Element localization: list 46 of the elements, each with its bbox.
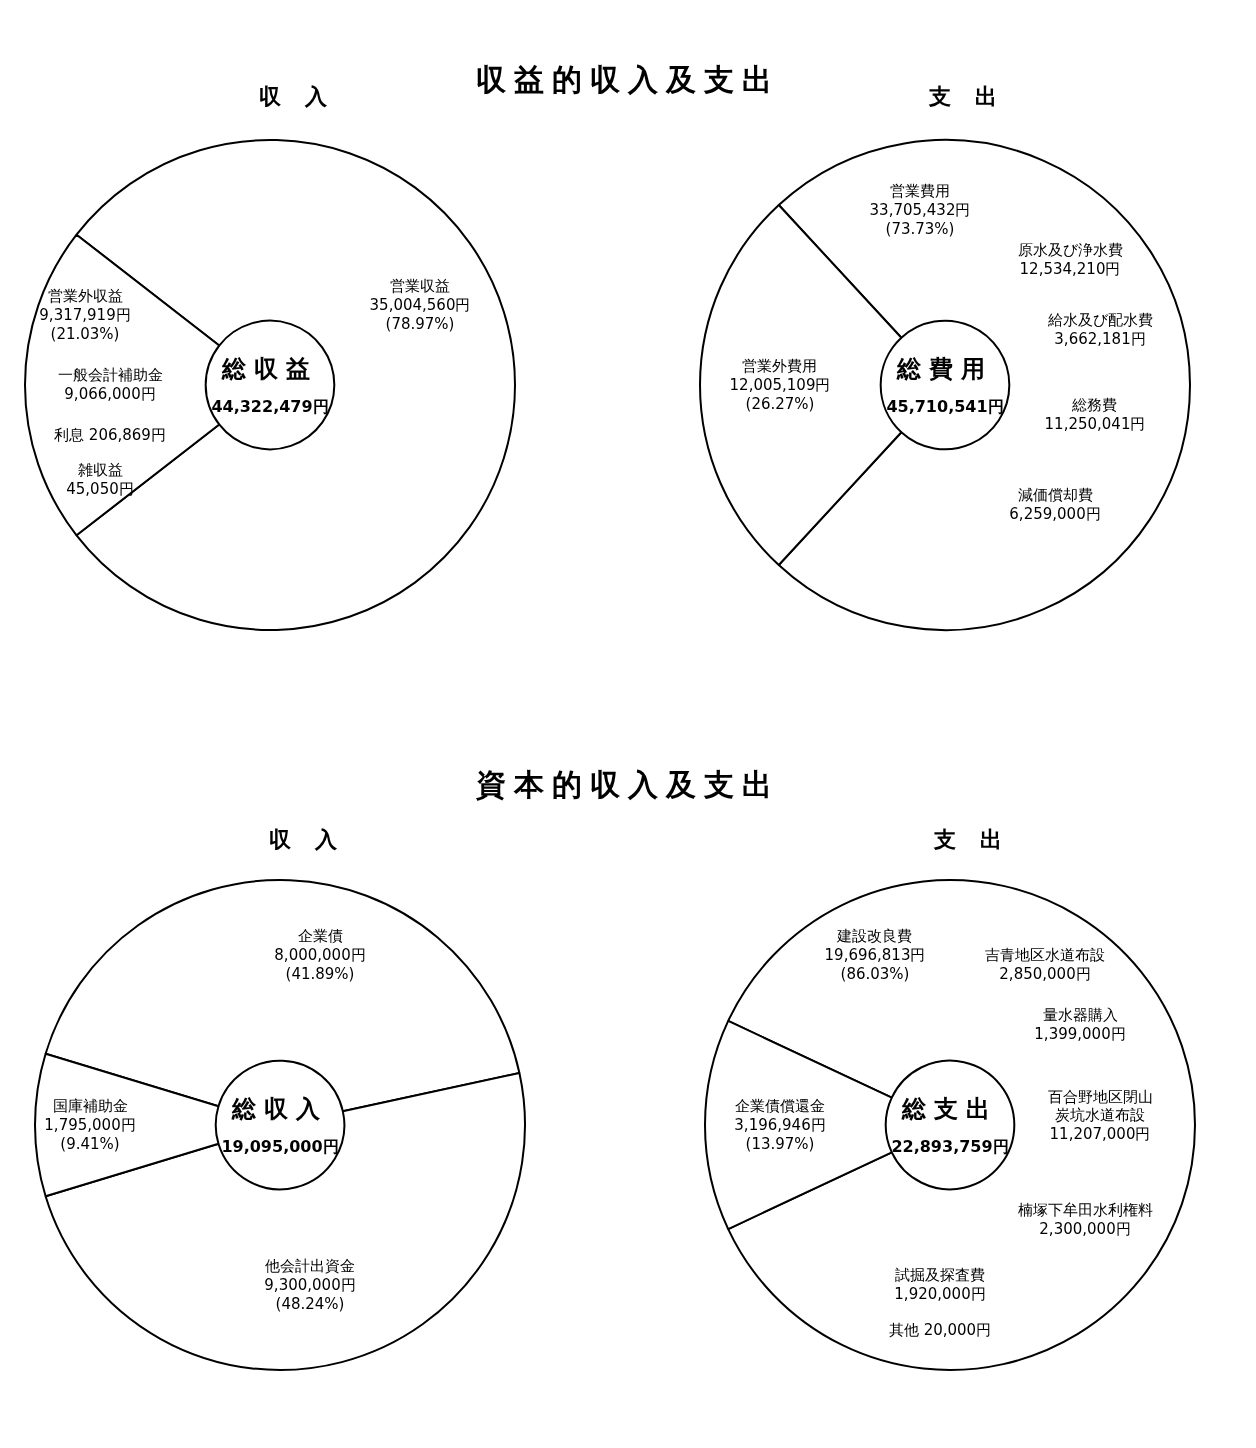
text: 総支出 [902,1094,998,1124]
data-label: 1,795,000円 (9.41%) [44,1115,136,1154]
slice-label: 国庫補助金 [51,1096,129,1116]
text: 百合野地区閉山 [1047,1087,1153,1107]
text: 楠塚下牟田水利権料 2,300,000円 [1017,1201,1153,1239]
text: 炭坑水道布設 11,207,000円 [1049,1106,1151,1144]
data-label: 3,196,946円 (13.97%) [734,1115,826,1154]
text: 総務費 11,250,041円 [1044,396,1146,434]
data-label: 19,696,813円 (86.03%) [824,945,926,984]
text: 22,893,759円 [891,1137,1009,1157]
text: 44,322,479円 [211,397,329,417]
slice-label: 営業外費用 [741,356,819,376]
text: 利息 206,869円 [54,425,166,445]
text: 吉青地区水道布設 2,850,000円 [985,946,1105,984]
text: 資本的収入及支出 [476,766,780,804]
chart-subtitle: 収入 [269,826,361,854]
text: 原水及び浄水費 12,534,210円 [1017,241,1123,279]
slice-label: 営業収益 [389,276,451,296]
slice-label: 建設改良費 [836,926,914,946]
text: 其他 20,000円 [888,1320,992,1340]
chart-subtitle: 収入 [259,83,351,111]
slice-label: 他会計出資金 [264,1256,356,1276]
text: 一般会計補助金 9,066,000円 [57,366,163,404]
data-label: 35,004,560円 (78.97%) [369,295,471,334]
text: 量水器購入 1,399,000円 [1034,1006,1126,1044]
text: 給水及び配水費 3,662,181円 [1047,311,1153,349]
text: 総収入 [232,1094,328,1124]
data-label: 9,317,919円 (21.03%) [39,305,131,344]
slice-label: 企業債償還金 [734,1096,826,1116]
data-label: 33,705,432円 (73.73%) [869,200,971,239]
data-label: 9,300,000円 (48.24%) [264,1275,356,1314]
data-label: 12,005,109円 (26.27%) [729,375,831,414]
chart-subtitle: 支出 [934,826,1026,854]
text: 総費用 [897,354,993,384]
chart-subtitle: 支出 [929,83,1021,111]
text: 45,710,541円 [886,397,1004,417]
slice-label: 企業債 [296,926,344,946]
text: 試掘及探査費 1,920,000円 [894,1266,986,1304]
data-label: 8,000,000円 (41.89%) [274,945,366,984]
text: 減価償却費 6,259,000円 [1009,486,1101,524]
slice-label: 営業外収益 [46,286,124,306]
slice-label: 営業費用 [889,181,951,201]
text: 雑収益 45,050円 [66,461,134,499]
text: 収益的収入及支出 [476,61,780,99]
text: 総収益 [222,354,318,384]
text: 19,095,000円 [221,1137,339,1157]
